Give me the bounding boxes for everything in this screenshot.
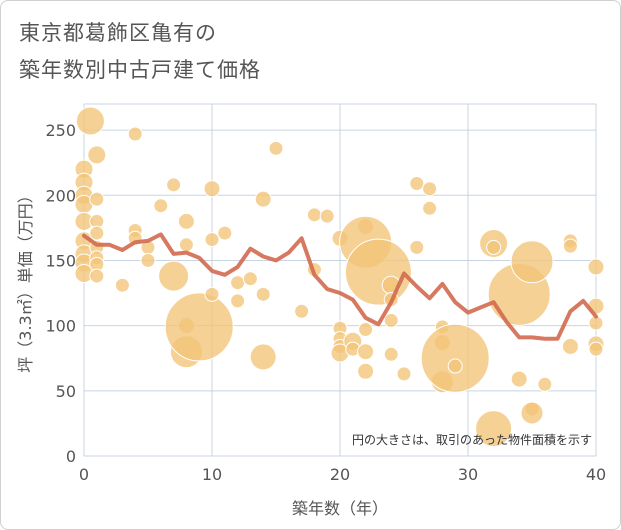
y-tick-label: 250	[45, 121, 76, 140]
data-bubble	[87, 145, 107, 165]
y-tick-label: 50	[56, 382, 76, 401]
data-bubble	[396, 366, 412, 382]
data-bubble	[249, 343, 277, 371]
y-tick-label: 200	[45, 186, 76, 205]
y-tick-label: 150	[45, 251, 76, 270]
data-bubble	[561, 337, 579, 355]
y-tick-label: 0	[66, 447, 76, 466]
data-bubble	[178, 237, 194, 253]
data-bubble	[255, 286, 271, 302]
data-bubble	[230, 293, 246, 309]
data-bubble	[177, 212, 195, 230]
data-bubble	[127, 126, 143, 142]
x-tick-label: 20	[330, 465, 350, 484]
data-bubble	[562, 238, 578, 254]
data-bubble	[294, 303, 310, 319]
data-bubble	[510, 370, 528, 388]
y-tick-label: 100	[45, 317, 76, 336]
chart-title-line2: 築年数別中古戸建て価格	[19, 58, 261, 82]
data-bubble	[475, 410, 513, 448]
data-bubble	[357, 343, 375, 361]
data-bubble	[204, 286, 220, 302]
data-bubble	[254, 190, 272, 208]
data-bubble	[510, 240, 554, 284]
x-tick-label: 40	[586, 465, 606, 484]
y-axis-label: 坪（3.3㎡）単価（万円）	[16, 187, 35, 372]
data-bubble	[409, 239, 425, 255]
data-bubble	[344, 238, 412, 306]
data-bubble	[422, 200, 438, 216]
data-bubble	[447, 358, 463, 374]
data-bubble	[89, 268, 105, 284]
average-price-line	[82, 232, 598, 341]
data-bubble	[140, 252, 156, 268]
data-bubble	[230, 275, 246, 291]
data-bubble	[153, 198, 169, 214]
data-bubble	[409, 176, 425, 192]
data-bubble	[268, 140, 284, 156]
data-bubble	[166, 177, 182, 193]
data-bubble	[217, 225, 233, 241]
data-bubble	[588, 341, 604, 357]
data-bubble	[537, 376, 553, 392]
x-tick-label: 10	[202, 465, 222, 484]
data-bubble	[242, 271, 258, 287]
data-bubble	[587, 258, 605, 276]
data-bubble	[486, 239, 502, 255]
data-bubble	[306, 207, 322, 223]
data-bubble	[357, 362, 375, 380]
x-tick-label: 0	[79, 465, 89, 484]
x-tick-label: 30	[458, 465, 478, 484]
data-bubble	[89, 225, 105, 241]
data-bubble	[158, 260, 190, 292]
data-bubble	[203, 180, 221, 198]
data-bubble	[420, 323, 490, 393]
data-bubble	[520, 401, 544, 425]
data-bubble	[422, 181, 438, 197]
data-bubble	[89, 191, 105, 207]
data-bubble	[319, 208, 335, 224]
x-axis-label: 築年数（年）	[292, 499, 388, 518]
data-bubble	[164, 292, 234, 362]
chart-title-line1: 東京都葛飾区亀有の	[19, 21, 217, 45]
data-bubble	[204, 232, 220, 248]
bubble-size-note: 円の大きさは、取引のあった物件面積を示す	[352, 432, 592, 447]
data-bubble	[383, 312, 399, 328]
data-bubble	[75, 106, 105, 136]
data-bubble	[358, 322, 374, 338]
data-bubble	[383, 346, 399, 362]
data-bubble	[114, 277, 130, 293]
